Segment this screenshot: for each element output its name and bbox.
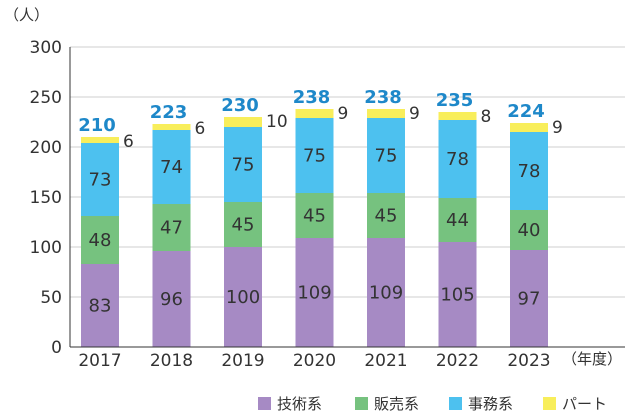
y-tick-label: 300 xyxy=(30,38,62,58)
x-tick-label: 2018 xyxy=(150,351,193,371)
part-value-label: 9 xyxy=(338,104,349,124)
part-value-label: 6 xyxy=(123,132,134,152)
legend-label: 事務系 xyxy=(468,395,513,413)
legend-label: 技術系 xyxy=(277,395,322,413)
segment-value-label: 78 xyxy=(518,161,541,182)
y-tick-label: 150 xyxy=(30,188,62,208)
bar-segment xyxy=(81,137,119,143)
x-tick-label: 2023 xyxy=(507,351,550,371)
bar-segment xyxy=(510,210,548,250)
x-tick-label: 2021 xyxy=(364,351,407,371)
y-tick-label: 0 xyxy=(51,338,62,358)
segment-value-label: 45 xyxy=(303,206,326,227)
total-label: 224 xyxy=(507,101,545,122)
total-label: 238 xyxy=(364,87,402,108)
y-tick-labels: 0 50 100 150 200 250 300 xyxy=(30,38,62,358)
bar-segment xyxy=(152,251,191,347)
legend-swatch xyxy=(543,397,556,410)
y-tick-label: 50 xyxy=(40,288,62,308)
bar-segment xyxy=(367,193,405,238)
bar-segment xyxy=(81,143,119,216)
bar-segment xyxy=(224,117,262,127)
bar-segment xyxy=(81,216,119,264)
bar-segment xyxy=(295,109,334,118)
legend-label: パート xyxy=(562,395,607,413)
bar-segment xyxy=(295,118,334,193)
segment-value-label: 45 xyxy=(375,206,398,227)
segment-value-label: 40 xyxy=(518,220,541,241)
bar-segment xyxy=(81,264,119,347)
segment-value-label: 105 xyxy=(440,285,474,306)
y-unit-label: （人） xyxy=(4,6,49,24)
bar-segment xyxy=(224,202,262,247)
legend: 技術系 販売系 事務系 パート xyxy=(258,395,607,413)
part-value-label: 10 xyxy=(266,112,288,132)
x-unit-label: （年度） xyxy=(562,350,622,368)
total-labels: 210 223 230 238 238 235 224 xyxy=(78,87,545,136)
bar-segment xyxy=(438,120,477,198)
segment-value-label: 47 xyxy=(160,218,183,239)
part-labels: 6 6 10 9 9 8 9 xyxy=(123,104,563,152)
segment-value-label: 109 xyxy=(369,283,403,304)
segment-value-label: 75 xyxy=(303,146,326,167)
bar-segment xyxy=(438,198,477,242)
bar-segment xyxy=(367,118,405,193)
segment-value-label: 100 xyxy=(226,287,260,308)
bar-segment xyxy=(367,109,405,118)
bar-segment xyxy=(295,238,334,347)
bar-segment xyxy=(438,242,477,347)
legend-swatch xyxy=(258,397,271,410)
total-label: 235 xyxy=(436,90,474,111)
segment-value-label: 45 xyxy=(232,215,255,236)
bar-segment xyxy=(367,238,405,347)
segment-value-label: 78 xyxy=(446,149,469,170)
bar-segment xyxy=(510,123,548,132)
total-label: 230 xyxy=(221,95,259,116)
bar-segment xyxy=(510,132,548,210)
x-tick-label: 2022 xyxy=(436,351,479,371)
segment-value-label: 83 xyxy=(89,296,112,317)
part-value-label: 9 xyxy=(409,104,420,124)
x-tick-labels: 2017 2018 2019 2020 2021 2022 2023 xyxy=(78,351,550,371)
bar-segment xyxy=(152,204,191,251)
bar-segment xyxy=(295,193,334,238)
segment-value-label: 75 xyxy=(232,155,255,176)
part-value-label: 8 xyxy=(481,107,492,127)
segment-value-label: 75 xyxy=(375,146,398,167)
bar-segment xyxy=(438,112,477,120)
bar-segment xyxy=(224,247,262,347)
part-value-label: 6 xyxy=(195,119,206,139)
bar-segment xyxy=(510,250,548,347)
x-tick-label: 2019 xyxy=(221,351,264,371)
segment-labels: 83 48 73 96 47 74 100 45 75 109 45 75 109 45 75 105 44 78… xyxy=(89,146,541,317)
segment-value-label: 96 xyxy=(160,289,183,310)
legend-swatch xyxy=(449,397,462,410)
segment-value-label: 44 xyxy=(446,210,469,231)
bars xyxy=(81,109,548,347)
segment-value-label: 48 xyxy=(89,230,112,251)
segment-value-label: 74 xyxy=(160,157,183,178)
y-tick-label: 250 xyxy=(30,88,62,108)
segment-value-label: 109 xyxy=(297,283,331,304)
bar-segment xyxy=(152,130,191,204)
y-tick-label: 100 xyxy=(30,238,62,258)
total-label: 238 xyxy=(293,87,331,108)
legend-label: 販売系 xyxy=(374,395,419,413)
total-label: 210 xyxy=(78,115,116,136)
x-tick-label: 2020 xyxy=(293,351,336,371)
segment-value-label: 73 xyxy=(89,170,112,191)
bar-segment xyxy=(152,124,191,130)
legend-swatch xyxy=(355,397,368,410)
x-tick-label: 2017 xyxy=(78,351,121,371)
y-tick-label: 200 xyxy=(30,138,62,158)
segment-value-label: 97 xyxy=(518,289,541,310)
bar-segment xyxy=(224,127,262,202)
part-value-label: 9 xyxy=(552,118,563,138)
total-label: 223 xyxy=(150,102,188,123)
